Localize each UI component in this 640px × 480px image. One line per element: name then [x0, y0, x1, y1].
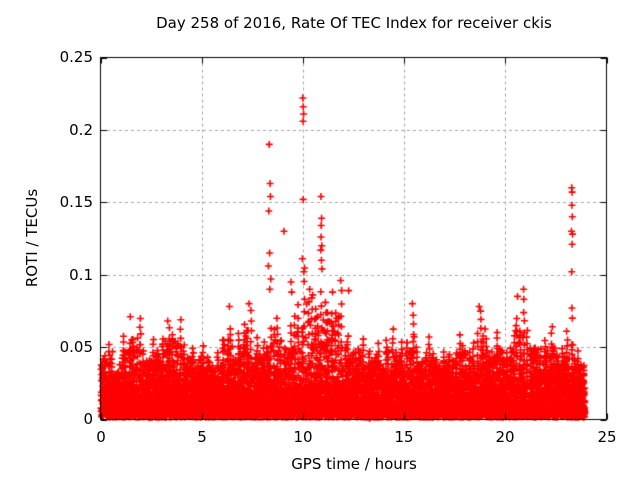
x-tick-label-15: 15: [394, 428, 414, 446]
x-tick-label-5: 5: [197, 428, 207, 446]
y-tick-label-0.15: 0.15: [59, 193, 93, 211]
x-axis-label: GPS time / hours: [291, 455, 417, 473]
x-tick-label-10: 10: [293, 428, 313, 446]
x-tick-label-25: 25: [597, 428, 617, 446]
y-axis-label: ROTI / TECUs: [23, 188, 41, 288]
x-tick-label-0: 0: [96, 428, 106, 446]
y-tick-label-0.05: 0.05: [59, 338, 93, 356]
y-tick-label-0.1: 0.1: [69, 266, 93, 284]
x-tick-label-20: 20: [495, 428, 515, 446]
y-tick-label-0: 0: [83, 410, 93, 428]
y-tick-label-0.2: 0.2: [69, 121, 93, 139]
y-tick-label-0.25: 0.25: [59, 48, 93, 66]
chart-title: Day 258 of 2016, Rate Of TEC Index for r…: [156, 14, 552, 32]
